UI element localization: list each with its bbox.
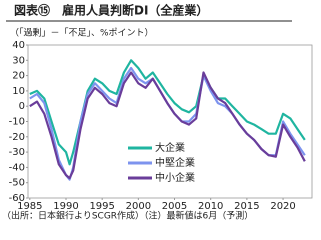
y-tick-label: -20 <box>9 132 25 143</box>
x-tick-label: 1985 <box>17 201 42 212</box>
x-tick-label: 2005 <box>162 201 187 212</box>
y-tick-label: -10 <box>9 117 25 128</box>
footnote: （出所：日本銀行よりSCGR作成）（注）最新値は6月（予測） <box>2 210 253 222</box>
y-tick-label: -40 <box>9 162 25 173</box>
y-tick-label: 40 <box>12 40 25 51</box>
y-tick-label: 30 <box>12 55 25 66</box>
chart: 図表⑮ 雇用人員判断DI（全産業） （「過剰」－「不足」、%ポイント） （出所：… <box>2 3 313 222</box>
x-tick-label: 2000 <box>126 201 151 212</box>
y-tick-label: 0 <box>19 101 25 112</box>
y-tick-label: -50 <box>9 178 25 189</box>
y-tick-label: -60 <box>9 193 25 204</box>
y-tick-label: 20 <box>12 71 25 82</box>
series-line <box>29 71 306 180</box>
series-line <box>29 59 306 166</box>
chart-subtitle: （「過剰」－「不足」、%ポイント） <box>10 27 154 39</box>
legend-label: 大企業 <box>155 141 185 154</box>
x-tick-label: 1990 <box>53 201 78 212</box>
x-tick-label: 2010 <box>198 201 223 212</box>
x-tick-label: 1995 <box>89 201 114 212</box>
x-tick-label: 2020 <box>270 201 295 212</box>
y-tick-label: -30 <box>9 147 25 158</box>
chart-title: 図表⑮ 雇用人員判断DI（全産業） <box>14 3 208 18</box>
x-tick-label: 2015 <box>234 201 259 212</box>
legend-label: 中小企業 <box>155 171 195 184</box>
y-tick-label: 10 <box>12 86 25 97</box>
legend-label: 中堅企業 <box>155 156 195 169</box>
